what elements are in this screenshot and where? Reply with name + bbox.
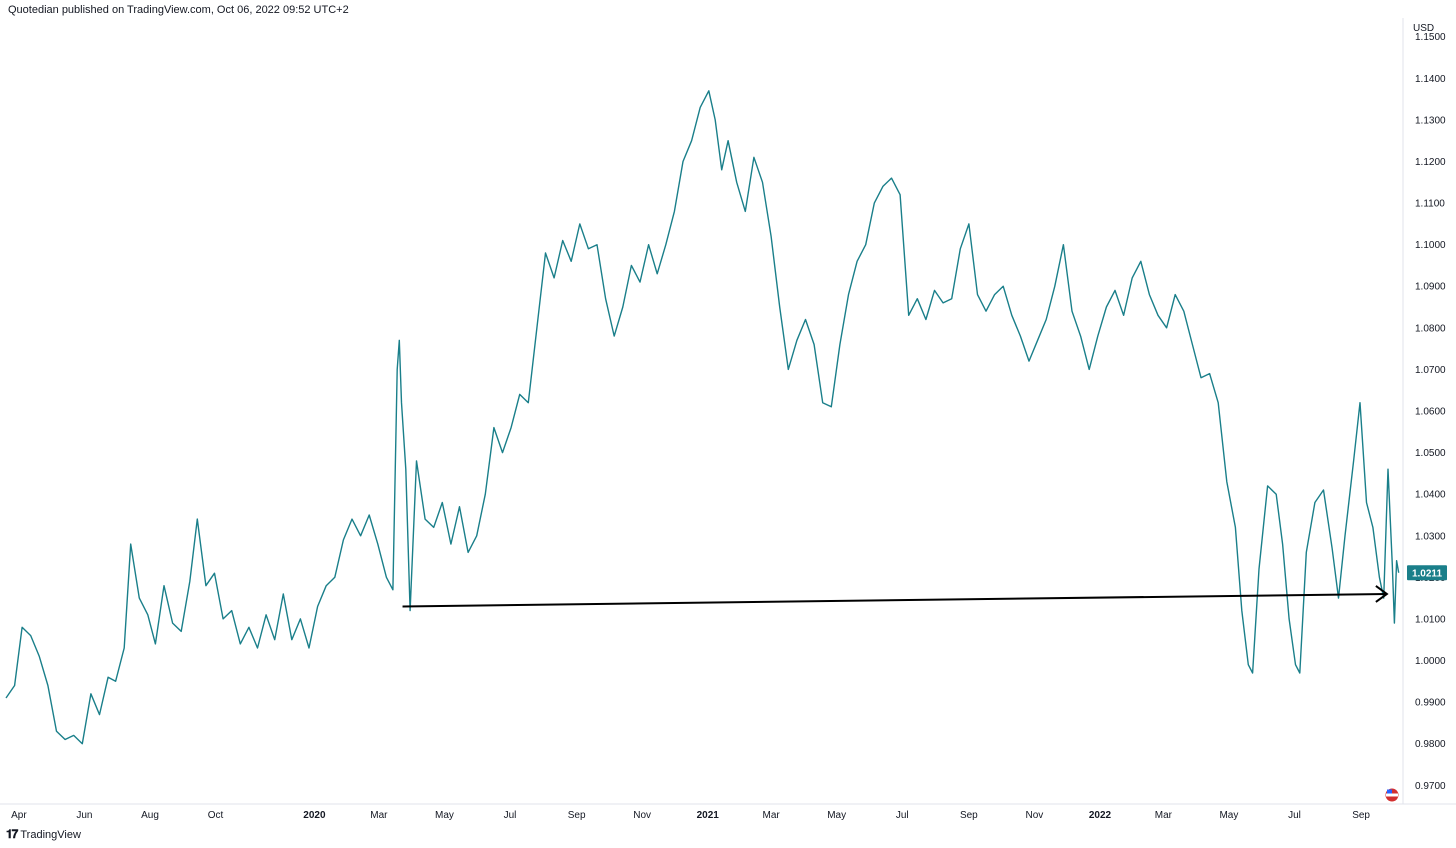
- y-tick-label: 1.1100: [1415, 199, 1445, 210]
- last-value-badge: 1.0211: [1407, 565, 1447, 581]
- y-tick-label: 1.0700: [1415, 365, 1446, 376]
- y-tick-label: 1.1500: [1415, 32, 1446, 43]
- x-tick-label: Jul: [896, 810, 909, 821]
- y-axis-ticks: 1.1500 1.1400 1.1300 1.1200 1.1100 1.1000 1.09…: [1415, 32, 1446, 792]
- x-tick-label: Sep: [1352, 810, 1370, 821]
- x-tick-label: Sep: [568, 810, 586, 821]
- x-axis-ticks: Apr Jun Aug Oct 2020 Mar May Jul Sep Nov 2021 Mar Ma…: [11, 810, 1370, 821]
- x-tick-label: Oct: [208, 810, 224, 821]
- y-tick-label: 1.0900: [1415, 282, 1446, 293]
- y-tick-label: 1.1300: [1415, 115, 1446, 126]
- y-tick-label: 1.0400: [1415, 490, 1446, 501]
- x-tick-label: Apr: [11, 810, 27, 821]
- x-tick-label: May: [827, 810, 846, 821]
- price-series-line: [5, 90, 1400, 745]
- y-tick-label: 1.1400: [1415, 74, 1446, 85]
- x-tick-label: Mar: [763, 810, 781, 821]
- x-tick-label: Mar: [370, 810, 388, 821]
- x-tick-label: Jul: [504, 810, 517, 821]
- annotation-arrow-shaft: [402, 592, 1387, 608]
- x-tick-label: Jun: [76, 810, 92, 821]
- footer: 𝟏𝟕 TradingView: [6, 827, 81, 842]
- y-tick-label: 1.0800: [1415, 323, 1446, 334]
- x-tick-label: Sep: [960, 810, 978, 821]
- x-tick-label: Nov: [1026, 810, 1044, 821]
- annotation-arrow[interactable]: [402, 585, 1389, 608]
- flag-icon-canton: [1387, 789, 1392, 794]
- last-value-badge-bg: [1407, 565, 1447, 581]
- x-tick-label: Nov: [633, 810, 651, 821]
- y-tick-label: 1.0300: [1415, 531, 1446, 542]
- x-tick-label: 2020: [303, 810, 326, 821]
- tradingview-logo-icon: 𝟏𝟕: [6, 827, 18, 841]
- flag-icon[interactable]: [1385, 788, 1399, 802]
- y-tick-label: 1.0100: [1415, 614, 1446, 625]
- y-tick-label: 0.9900: [1415, 698, 1446, 709]
- y-tick-label: 1.0000: [1415, 656, 1446, 667]
- currency-label: USD: [1413, 23, 1434, 34]
- x-tick-label: May: [1219, 810, 1238, 821]
- y-tick-label: 1.1200: [1415, 157, 1446, 168]
- y-tick-label: 1.0500: [1415, 448, 1446, 459]
- x-tick-label: Mar: [1155, 810, 1173, 821]
- x-tick-label: Jul: [1288, 810, 1301, 821]
- flag-icon-stripe: [1386, 793, 1398, 797]
- footer-brand[interactable]: TradingView: [20, 828, 81, 841]
- publisher-line: Quotedian published on TradingView.com, …: [8, 4, 349, 16]
- annotation-arrow-head: [1375, 585, 1389, 603]
- y-tick-label: 1.1000: [1415, 240, 1446, 251]
- y-tick-label: 0.9700: [1415, 781, 1446, 792]
- y-tick-label: 0.9800: [1415, 739, 1446, 750]
- y-tick-label: 1.0600: [1415, 407, 1446, 418]
- x-tick-label: May: [435, 810, 454, 821]
- x-tick-label: 2022: [1089, 810, 1112, 821]
- x-tick-label: 2021: [697, 810, 720, 821]
- last-value-label: 1.0211: [1412, 568, 1442, 579]
- x-tick-label: Aug: [141, 810, 159, 821]
